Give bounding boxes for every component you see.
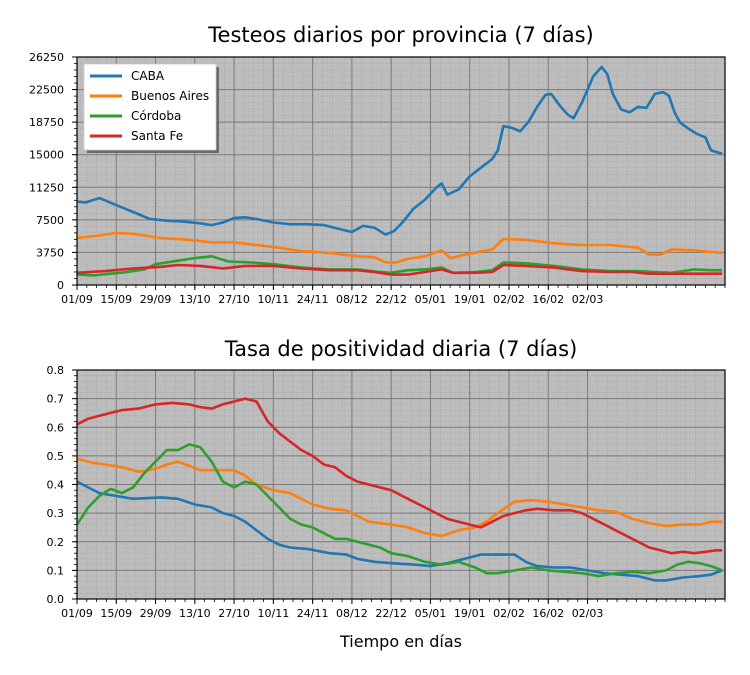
legend-entry: Córdoba [131,109,181,123]
x-tick-label: 22/12 [375,293,407,306]
y-tick-label: 0.8 [47,364,65,377]
x-tick-label: 08/12 [336,293,368,306]
series-line-c-rdoba [77,443,723,578]
x-tick-label: 05/01 [415,607,447,620]
x-tick-label: 29/09 [140,607,172,620]
y-tick-label: 0.7 [47,393,65,406]
x-tick-label: 05/01 [415,293,447,306]
plot-frame [76,369,726,600]
x-tick-label: 02/03 [572,607,604,620]
series-line-buenos-aires [77,457,723,538]
y-tick-label: 22500 [29,84,64,97]
y-tick-label: 0.0 [47,593,65,606]
series-line-buenos-aires [77,231,723,264]
y-tick-label: 7500 [36,214,64,227]
x-tick-label: 24/11 [297,607,329,620]
y-tick-label: 0.2 [47,536,65,549]
plot-frame [76,56,726,286]
y-tick-label: 0 [57,279,64,292]
x-tick-label: 19/01 [454,293,486,306]
y-tick-label: 18750 [29,116,64,129]
x-tick-label: 24/11 [297,293,329,306]
y-tick-label: 0.5 [47,450,65,463]
series-line-santa-fe [77,397,723,555]
series-line-santa-fe [77,263,723,276]
y-tick-label: 15000 [29,149,64,162]
x-tick-label: 01/09 [61,607,93,620]
series-line-caba [77,480,723,582]
x-tick-label: 02/02 [493,293,525,306]
x-tick-label: 08/12 [336,607,368,620]
x-tick-label: 16/02 [532,607,564,620]
y-tick-label: 3750 [36,246,64,259]
y-tick-label: 0.4 [47,479,65,492]
y-tick-label: 11250 [29,181,64,194]
x-tick-label: 10/11 [258,607,290,620]
y-tick-label: 0.1 [47,564,65,577]
chart-title: Testeos diarios por provincia (7 días) [207,23,593,47]
x-tick-label: 13/10 [179,607,211,620]
legend-entry: Santa Fe [131,129,183,143]
chart-title: Tasa de positividad diaria (7 días) [224,337,578,361]
x-tick-label: 16/02 [532,293,564,306]
chart-panel-testeos: 01/09 15/09 29/09 13/10 27/10 10/11 24/11 08/12… [29,23,726,306]
x-tick-label: 15/09 [100,607,132,620]
x-tick-label: 02/02 [493,607,525,620]
x-axis-label: Tiempo en días [339,632,462,651]
x-tick-label: 27/10 [218,293,250,306]
legend-entry: Buenos Aires [131,89,209,103]
legend: CABA Buenos Aires Córdoba Santa Fe [83,63,219,153]
legend-entry: CABA [131,69,165,83]
x-tick-label: 27/10 [218,607,250,620]
x-tick-label: 13/10 [179,293,211,306]
x-tick-label: 10/11 [258,293,290,306]
chart-panel-positividad: 01/09 15/09 29/09 13/10 27/10 10/11 24/11 08/12… [47,337,726,651]
series-line-caba [77,65,723,236]
x-tick-label: 01/09 [61,293,93,306]
y-tick-label: 26250 [29,51,64,64]
x-tick-label: 22/12 [375,607,407,620]
y-tick-label: 0.3 [47,507,65,520]
y-tick-label: 0.6 [47,421,65,434]
x-tick-label: 29/09 [140,293,172,306]
x-tick-label: 02/03 [572,293,604,306]
x-tick-label: 15/09 [100,293,132,306]
x-tick-label: 19/01 [454,607,486,620]
